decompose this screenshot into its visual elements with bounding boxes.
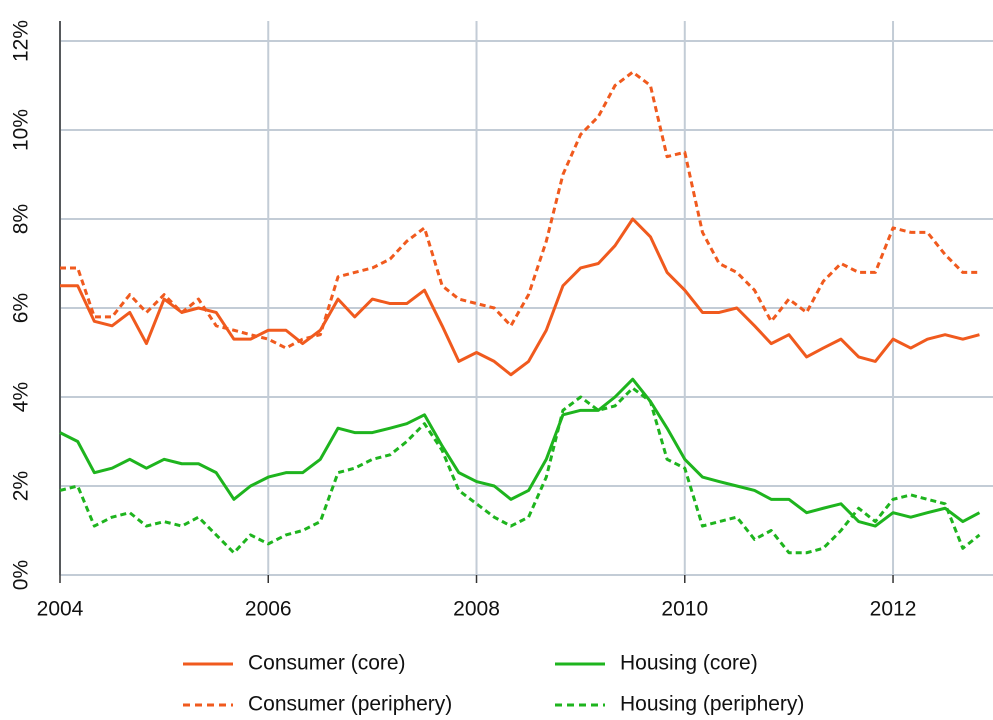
- legend-label: Housing (core): [620, 652, 758, 675]
- y-tick-label: 6%: [10, 293, 33, 323]
- x-tick-label: 2012: [870, 598, 917, 621]
- series-line: [60, 217, 980, 377]
- legend-label: Housing (periphery): [620, 693, 804, 716]
- y-tick-label: 12%: [10, 20, 33, 62]
- series-line: [59, 386, 981, 555]
- y-tick-label: 0%: [10, 560, 33, 590]
- y-tick-label: 10%: [10, 109, 33, 151]
- x-tick-label: 2010: [661, 598, 708, 621]
- x-tick-label: 2008: [453, 598, 500, 621]
- x-tick-label: 2006: [245, 598, 292, 621]
- series-line: [59, 377, 981, 528]
- legend-label: Consumer (core): [248, 652, 406, 675]
- y-tick-label: 2%: [10, 471, 33, 501]
- y-tick-label: 4%: [10, 382, 33, 412]
- x-tick-label: 2004: [37, 598, 84, 621]
- y-tick-label: 8%: [10, 204, 33, 234]
- legend-label: Consumer (periphery): [248, 693, 452, 716]
